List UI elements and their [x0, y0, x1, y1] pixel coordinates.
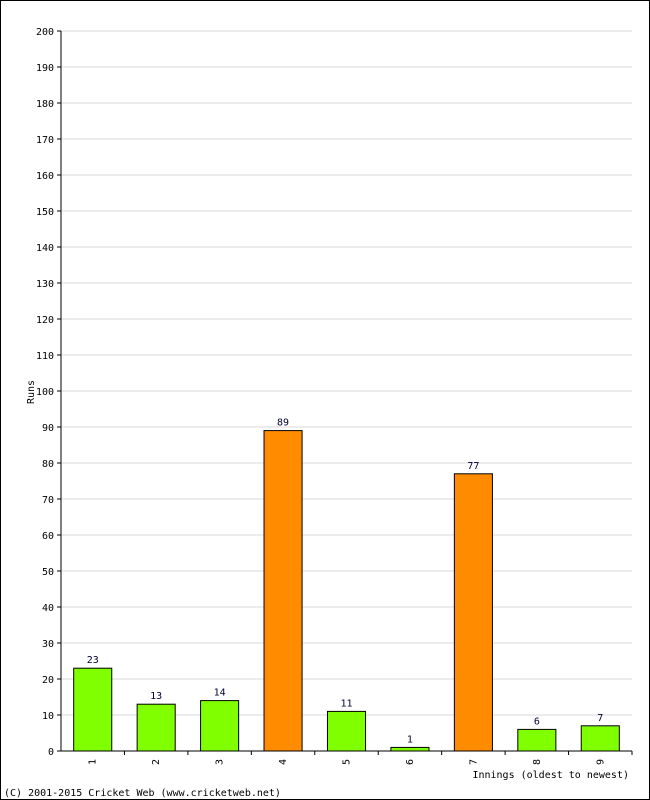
- x-tick-label: 5: [342, 759, 353, 765]
- x-tick-labels: 1 2 3 4 5 6 7 8 9: [88, 759, 607, 765]
- bars: [73, 430, 620, 752]
- x-tick-label: 2: [151, 759, 162, 765]
- y-tick-label: 200: [36, 27, 54, 38]
- y-tick-label: 10: [42, 711, 54, 722]
- y-tick-label: 120: [36, 315, 54, 326]
- x-tick-label: 1: [88, 759, 99, 765]
- x-tick-label: 4: [278, 759, 289, 765]
- y-tick-label: 80: [42, 459, 54, 470]
- data-label: 6: [534, 716, 540, 727]
- x-tick-label: 7: [468, 759, 479, 765]
- data-label: 1: [407, 734, 413, 745]
- data-label: 14: [214, 688, 226, 699]
- bar: [136, 703, 176, 752]
- data-label: 11: [340, 698, 352, 709]
- bar: [453, 473, 493, 752]
- grid-lines: [61, 30, 632, 716]
- y-tick-label: 90: [42, 423, 54, 434]
- x-tick-label: 9: [595, 759, 606, 765]
- x-tick-label: 6: [405, 759, 416, 765]
- y-tick-label: 100: [36, 387, 54, 398]
- y-tick-label: 160: [36, 171, 54, 182]
- bar: [263, 430, 303, 752]
- x-tick-label: 8: [532, 759, 543, 765]
- data-label: 89: [277, 418, 289, 429]
- bar: [200, 700, 240, 752]
- y-tick-labels: 0 10 20 30 40 50 60 70 80 90 100 110 120 130 140 150 160…: [36, 27, 54, 758]
- data-label: 7: [597, 713, 603, 724]
- bar: [326, 710, 367, 752]
- y-tick-label: 190: [36, 63, 54, 74]
- x-tick-label: 3: [215, 759, 226, 765]
- y-tick-label: 50: [42, 567, 54, 578]
- axes: [57, 30, 633, 755]
- y-tick-label: 130: [36, 279, 54, 290]
- bar: [73, 667, 113, 752]
- y-tick-label: 150: [36, 207, 54, 218]
- y-tick-label: 170: [36, 135, 54, 146]
- y-tick-label: 20: [42, 675, 54, 686]
- x-axis-title: Innings (oldest to newest): [472, 770, 629, 781]
- bar: [390, 746, 430, 752]
- bar: [580, 725, 620, 752]
- y-tick-label: 140: [36, 243, 54, 254]
- y-tick-label: 30: [42, 639, 54, 650]
- data-label: 77: [467, 461, 479, 472]
- data-label: 13: [150, 691, 162, 702]
- copyright-footer: (C) 2001-2015 Cricket Web (www.cricketwe…: [4, 788, 281, 799]
- data-label: 23: [87, 655, 99, 666]
- bar: [517, 728, 557, 752]
- y-axis-title: Runs: [26, 380, 37, 404]
- y-tick-label: 110: [36, 351, 54, 362]
- y-tick-label: 40: [42, 603, 54, 614]
- y-tick-label: 0: [48, 747, 54, 758]
- y-tick-label: 70: [42, 495, 54, 506]
- y-tick-label: 180: [36, 99, 54, 110]
- y-tick-label: 60: [42, 531, 54, 542]
